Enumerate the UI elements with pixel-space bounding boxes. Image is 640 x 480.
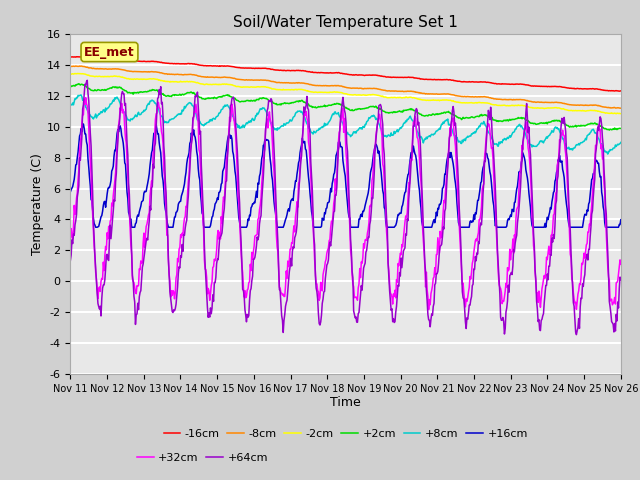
- -16cm: [617, 88, 625, 94]
- -2cm: [190, 79, 198, 85]
- +8cm: [190, 104, 198, 109]
- +8cm: [219, 106, 227, 112]
- +16cm: [77, 131, 84, 137]
- -8cm: [219, 74, 227, 80]
- +16cm: [92, 224, 99, 230]
- Line: +64cm: +64cm: [70, 80, 621, 335]
- +8cm: [617, 140, 625, 145]
- +64cm: [77, 157, 84, 163]
- -8cm: [134, 69, 141, 74]
- +8cm: [413, 129, 421, 134]
- +64cm: [134, 300, 141, 306]
- +8cm: [429, 132, 437, 138]
- +8cm: [134, 111, 141, 117]
- -2cm: [67, 72, 74, 77]
- +8cm: [77, 92, 84, 98]
- -8cm: [616, 105, 624, 111]
- +8cm: [604, 151, 612, 157]
- Legend: +32cm, +64cm: +32cm, +64cm: [132, 448, 273, 467]
- +2cm: [617, 126, 625, 132]
- +64cm: [219, 221, 227, 227]
- +32cm: [425, 307, 433, 312]
- Line: -8cm: -8cm: [70, 66, 621, 108]
- Line: -2cm: -2cm: [70, 73, 621, 114]
- +32cm: [617, 262, 625, 267]
- -2cm: [77, 71, 85, 77]
- +16cm: [430, 217, 438, 223]
- Text: EE_met: EE_met: [84, 46, 135, 59]
- -16cm: [429, 77, 436, 83]
- +2cm: [77, 82, 85, 87]
- -16cm: [77, 54, 84, 60]
- -16cm: [133, 58, 141, 64]
- -16cm: [218, 63, 226, 69]
- Line: +32cm: +32cm: [70, 98, 621, 310]
- +2cm: [67, 83, 74, 89]
- +64cm: [413, 108, 421, 113]
- -8cm: [72, 63, 79, 69]
- +2cm: [190, 90, 198, 96]
- +8cm: [77, 92, 85, 98]
- -16cm: [616, 88, 623, 94]
- +16cm: [414, 174, 422, 180]
- +32cm: [219, 204, 227, 209]
- Line: +8cm: +8cm: [70, 95, 621, 154]
- +32cm: [190, 115, 198, 120]
- Y-axis label: Temperature (C): Temperature (C): [31, 153, 44, 255]
- Title: Soil/Water Temperature Set 1: Soil/Water Temperature Set 1: [233, 15, 458, 30]
- -16cm: [413, 75, 420, 81]
- -2cm: [71, 71, 79, 76]
- +32cm: [134, 283, 141, 289]
- Line: +16cm: +16cm: [70, 124, 621, 227]
- +16cm: [79, 121, 87, 127]
- -2cm: [134, 76, 141, 82]
- +16cm: [67, 189, 74, 195]
- -8cm: [413, 90, 421, 96]
- X-axis label: Time: Time: [330, 396, 361, 408]
- Line: -16cm: -16cm: [70, 57, 621, 91]
- +8cm: [67, 101, 74, 107]
- +32cm: [430, 274, 438, 280]
- -16cm: [67, 54, 74, 60]
- +16cm: [134, 213, 142, 219]
- +16cm: [220, 166, 227, 172]
- +64cm: [617, 277, 625, 283]
- -2cm: [612, 111, 620, 117]
- +64cm: [190, 114, 198, 120]
- +64cm: [429, 303, 437, 309]
- -8cm: [617, 105, 625, 111]
- +64cm: [67, 257, 74, 263]
- +2cm: [75, 81, 83, 86]
- +2cm: [429, 111, 437, 117]
- -2cm: [429, 97, 437, 103]
- +16cm: [617, 217, 625, 223]
- -2cm: [219, 81, 227, 87]
- +32cm: [67, 238, 74, 243]
- -8cm: [77, 63, 85, 69]
- +2cm: [134, 89, 141, 95]
- -8cm: [67, 63, 74, 69]
- -2cm: [413, 96, 421, 102]
- +64cm: [573, 332, 580, 337]
- +2cm: [413, 109, 421, 115]
- -16cm: [189, 61, 196, 67]
- Line: +2cm: +2cm: [70, 84, 621, 130]
- +64cm: [83, 77, 91, 83]
- +16cm: [191, 132, 198, 138]
- +32cm: [82, 95, 90, 101]
- -8cm: [190, 72, 198, 78]
- +32cm: [77, 140, 84, 145]
- +2cm: [605, 127, 613, 133]
- +32cm: [413, 134, 421, 140]
- -8cm: [429, 91, 437, 97]
- -2cm: [617, 111, 625, 117]
- +2cm: [219, 93, 227, 99]
